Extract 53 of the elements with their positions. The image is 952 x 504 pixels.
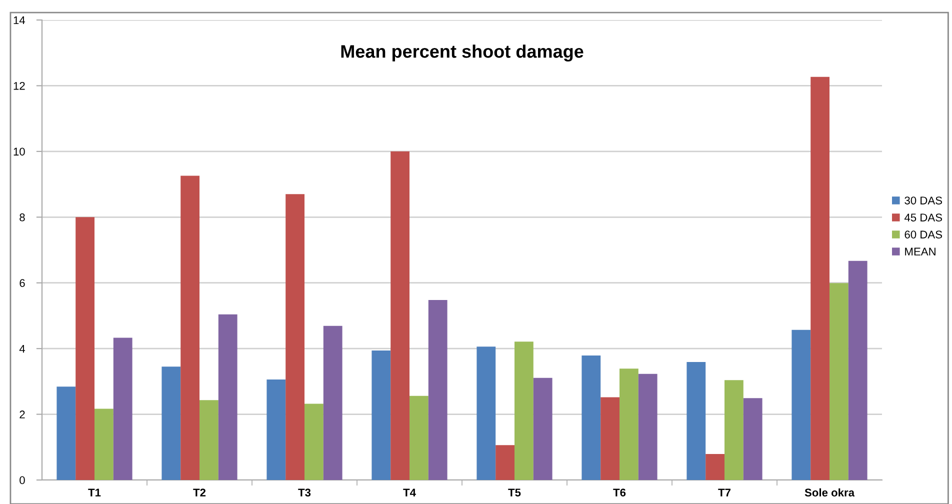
bar xyxy=(848,260,868,480)
bar xyxy=(792,330,811,480)
x-tick-label: T3 xyxy=(298,488,311,497)
bar xyxy=(180,176,200,480)
bar xyxy=(582,355,601,480)
bar xyxy=(286,194,304,480)
bar xyxy=(390,151,410,480)
text: Mean percent shoot damage xyxy=(341,44,584,62)
y-tick-label: 6 xyxy=(20,279,25,287)
x-tick-label: T4 xyxy=(403,488,416,496)
legend-label: 30 DAS xyxy=(904,196,942,204)
legend-label: MEAN xyxy=(905,248,936,256)
bar xyxy=(56,386,76,480)
y-tick-label: 14 xyxy=(14,16,26,24)
bar xyxy=(600,397,620,480)
bar xyxy=(638,374,658,480)
y-tick-label: 0 xyxy=(20,476,25,484)
bar xyxy=(266,379,286,480)
bar xyxy=(514,342,534,480)
bar xyxy=(162,366,181,480)
bar xyxy=(533,378,552,480)
bar xyxy=(76,217,94,480)
bar xyxy=(428,300,448,480)
legend-label: 60 DAS xyxy=(904,230,942,238)
bar xyxy=(410,396,428,480)
y-tick-label: 4 xyxy=(19,344,26,353)
bar xyxy=(323,326,342,480)
y-tick-label: 10 xyxy=(14,148,25,156)
x-tick-label: T6 xyxy=(613,488,626,496)
bar xyxy=(372,350,391,480)
bar xyxy=(810,76,830,480)
bar xyxy=(113,338,132,480)
x-tick-label: T2 xyxy=(193,488,206,496)
bar xyxy=(686,362,706,480)
x-tick-label: T7 xyxy=(718,488,730,496)
x-tick-label: T1 xyxy=(88,488,101,496)
bar xyxy=(94,408,114,480)
bar xyxy=(496,445,514,480)
y-tick-label: 8 xyxy=(20,213,25,222)
bar xyxy=(724,380,744,480)
legend-label: 45 DAS xyxy=(904,214,942,222)
bar xyxy=(706,454,724,480)
x-tick-label: T5 xyxy=(508,488,521,496)
bar xyxy=(476,346,496,480)
bar xyxy=(830,283,848,480)
bar xyxy=(304,404,324,480)
x-tick-label: Sole okra xyxy=(804,488,855,496)
y-tick-label: 12 xyxy=(14,82,25,90)
bar xyxy=(218,314,238,480)
y-tick-label: 2 xyxy=(20,410,25,418)
bar xyxy=(620,368,638,480)
bar xyxy=(200,400,218,480)
bar xyxy=(743,398,762,480)
